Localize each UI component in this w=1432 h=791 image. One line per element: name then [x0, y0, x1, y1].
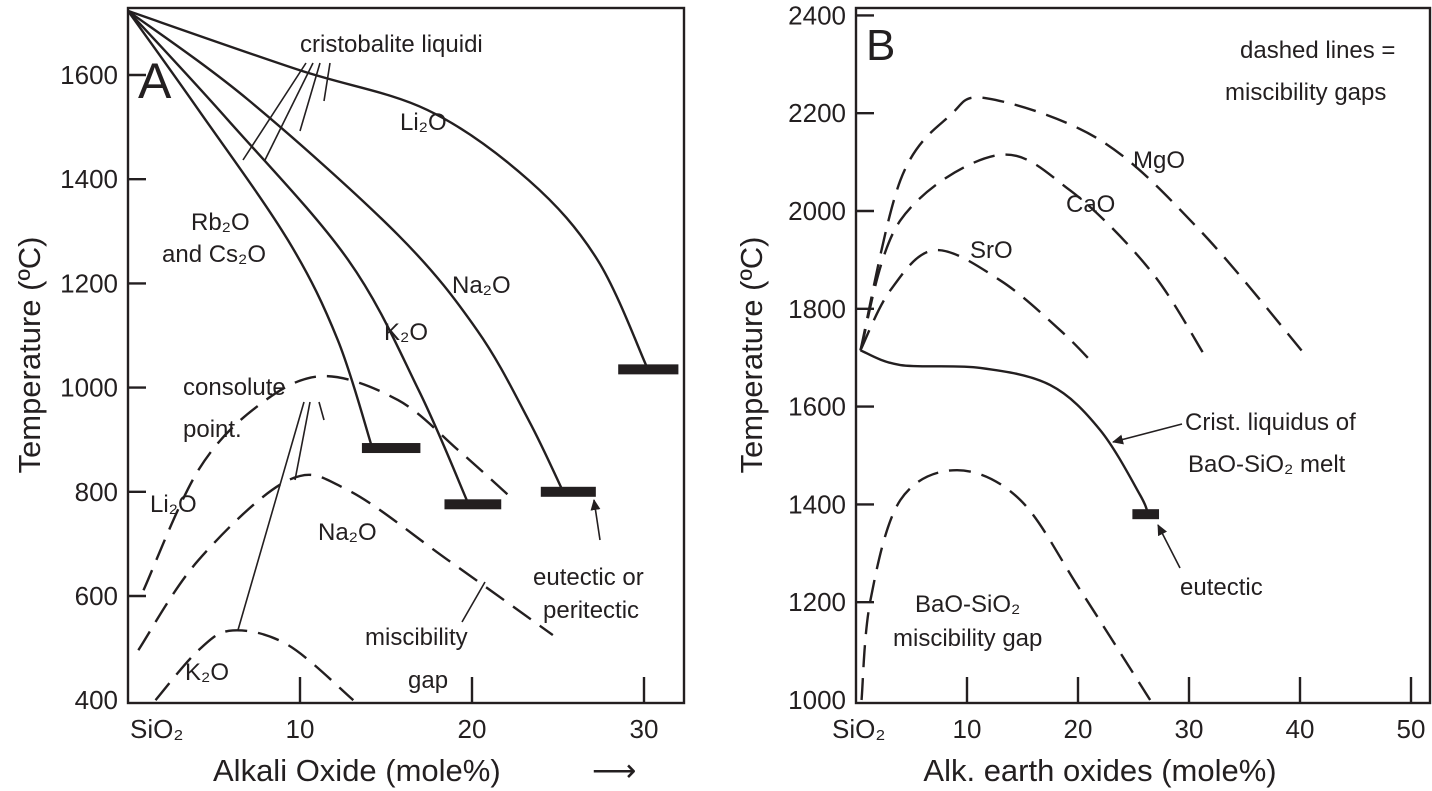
leader-line [461, 581, 486, 623]
eutectic-bar [618, 364, 679, 375]
panel-b: 1000 1200 1400 1600 1800 2000 2200 2400 10 20 30 40… [734, 0, 1432, 788]
panel-b-frame [854, 6, 1432, 705]
label-cao: CaO [1066, 191, 1115, 218]
liquidus-curve [127, 9, 565, 493]
miscibility-gap-curve [859, 153, 1206, 356]
x-tick-label: 30 [1175, 714, 1204, 744]
liquidus-curve [127, 9, 649, 369]
y-tick-label: 2000 [788, 196, 846, 226]
x-tick-label: 40 [1286, 714, 1315, 744]
annotation-gap: gap [408, 667, 448, 694]
panel-a-marks [127, 9, 679, 702]
annotation-crist-liquidus: Crist. liquidus of [1185, 409, 1356, 436]
eutectic-bar [361, 443, 421, 454]
panel-b-marks [859, 96, 1307, 701]
x-axis-title: Alkali Oxide (mole%) [213, 753, 501, 788]
legend-note-line2: miscibility gaps [1225, 79, 1386, 106]
y-tick-label: 600 [75, 581, 118, 611]
y-tick-label: 1400 [788, 489, 846, 519]
x-axis-arrow-icon: ⟶ [592, 753, 636, 788]
annotation-consolute: consolute [183, 374, 286, 401]
miscibility-gap-curve [859, 96, 1307, 357]
y-tick-label: 1200 [788, 587, 846, 617]
panel-a-label: A [138, 53, 172, 109]
x-tick-label: 10 [286, 714, 315, 744]
leader-line [237, 401, 305, 631]
y-tick-label: 1000 [788, 685, 846, 715]
label-and-cs2o: and Cs₂O [162, 241, 266, 268]
y-tick-label: 400 [75, 685, 118, 715]
eutectic-bar [540, 486, 596, 497]
eutectic-bar [1132, 509, 1160, 520]
label-sro: SrO [970, 237, 1013, 264]
label-k2o-liquidus: K₂O [384, 319, 428, 346]
miscibility-gap-curve [137, 473, 554, 651]
label-na2o-liquidus: Na₂O [452, 272, 511, 299]
y-tick-label: 1000 [60, 373, 118, 403]
leader-line [264, 62, 314, 161]
x-tick-label: 20 [1064, 714, 1093, 744]
panel-b-label: B [866, 21, 895, 70]
annotation-miscibility: miscibility [365, 624, 468, 651]
label-li2o-gap: Li₂O [150, 491, 197, 518]
x-origin-label: SiO₂ [130, 714, 183, 744]
x-origin-label: SiO₂ [832, 714, 885, 744]
liquidus-curve [859, 349, 1150, 515]
label-mgo: MgO [1133, 147, 1185, 174]
miscibility-gap-curve [142, 374, 509, 591]
miscibility-gap-curve [859, 248, 1096, 366]
leader-line [318, 401, 325, 421]
label-rb2o: Rb₂O [191, 209, 250, 236]
annotation-point: point. [183, 416, 242, 443]
leader-line [323, 62, 331, 102]
annotation-eutectic-or: eutectic or [533, 564, 644, 591]
y-axis-title: Temperature (ºC) [734, 237, 769, 474]
legend-note-line1: dashed lines = [1240, 37, 1395, 64]
x-axis-title: Alk. earth oxides (mole%) [923, 753, 1276, 788]
arrow-liquidus [1112, 423, 1183, 445]
x-tick-label: 30 [630, 714, 659, 744]
label-li2o-liquidus: Li₂O [400, 109, 447, 136]
annotation-eutectic: eutectic [1180, 574, 1263, 601]
eutectic-bar [444, 499, 502, 510]
leader-line [299, 62, 321, 132]
y-tick-label: 2400 [788, 0, 846, 30]
arrow-eutectic [1157, 524, 1181, 569]
annotation-cristobalite-liquidi: cristobalite liquidi [300, 31, 483, 58]
y-tick-label: 1200 [60, 268, 118, 298]
annotation-peritectic: peritectic [543, 597, 639, 624]
miscibility-gap-curve [154, 629, 355, 702]
annotation-bao-sio2-melt: BaO-SiO₂ melt [1188, 451, 1346, 478]
x-tick-label: 50 [1397, 714, 1426, 744]
x-tick-label: 20 [458, 714, 487, 744]
panel-a-frame [126, 6, 686, 705]
y-tick-label: 800 [75, 477, 118, 507]
label-k2o-gap: K₂O [185, 659, 229, 686]
panel-a-ticks: 400 600 800 1000 1200 1400 1600 10 20 30 [60, 60, 658, 744]
y-tick-label: 1800 [788, 294, 846, 324]
liquidus-curve [127, 10, 374, 449]
y-tick-label: 1600 [788, 392, 846, 422]
arrow-eutectic [590, 499, 601, 541]
y-axis-title: Temperature (ºC) [12, 237, 47, 474]
annotation-bao-sio2: BaO-SiO₂ [915, 591, 1020, 618]
panel-a: 400 600 800 1000 1200 1400 1600 10 20 30 A cristo… [12, 6, 686, 788]
label-na2o-gap: Na₂O [318, 519, 377, 546]
annotation-miscibility-gap: miscibility gap [893, 625, 1042, 652]
panel-b-ticks: 1000 1200 1400 1600 1800 2000 2200 2400 10 20 30 40… [788, 0, 1425, 744]
liquidus-curve [127, 10, 470, 505]
miscibility-gap-curve [860, 468, 1152, 701]
y-tick-label: 1400 [60, 164, 118, 194]
y-tick-label: 2200 [788, 98, 846, 128]
x-tick-label: 10 [953, 714, 982, 744]
y-tick-label: 1600 [60, 60, 118, 90]
leader-line [294, 401, 311, 481]
leader-line [242, 62, 307, 161]
